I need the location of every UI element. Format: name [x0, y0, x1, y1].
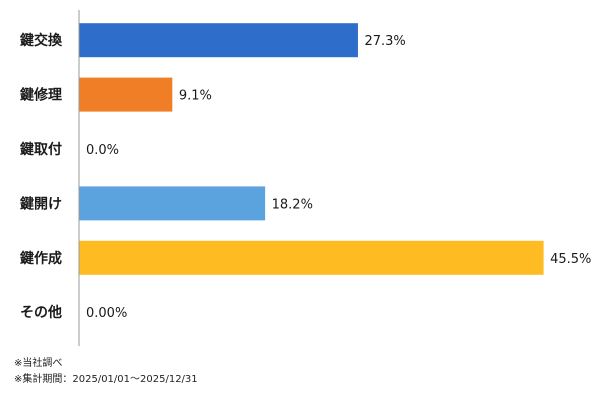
bar — [79, 23, 358, 58]
category-label: 鍵開け — [20, 195, 62, 212]
category-label: 鍵修理 — [20, 87, 62, 104]
category-label: その他 — [20, 304, 62, 321]
value-label: 45.5% — [550, 252, 591, 267]
value-label: 0.00% — [86, 306, 127, 321]
chart-notes: ※当社調べ ※集計期間：2025/01/01～2025/12/31 — [14, 356, 198, 388]
period-note: ※集計期間：2025/01/01～2025/12/31 — [14, 374, 198, 385]
category-label: 鍵取付 — [20, 141, 62, 158]
bar — [79, 77, 173, 112]
value-label: 0.0% — [86, 143, 119, 158]
bar — [79, 240, 544, 275]
category-label: 鍵作成 — [20, 250, 62, 267]
value-label: 9.1% — [179, 89, 212, 104]
category-label: 鍵交換 — [20, 32, 63, 49]
value-labels: 27.3% 9.1% 0.0% 18.2% 45.5% 0.00% — [86, 34, 591, 321]
source-note: ※当社調べ — [14, 358, 63, 369]
bars — [79, 23, 544, 275]
bar — [79, 186, 266, 221]
value-label: 27.3% — [364, 34, 405, 49]
value-label: 18.2% — [272, 197, 313, 212]
